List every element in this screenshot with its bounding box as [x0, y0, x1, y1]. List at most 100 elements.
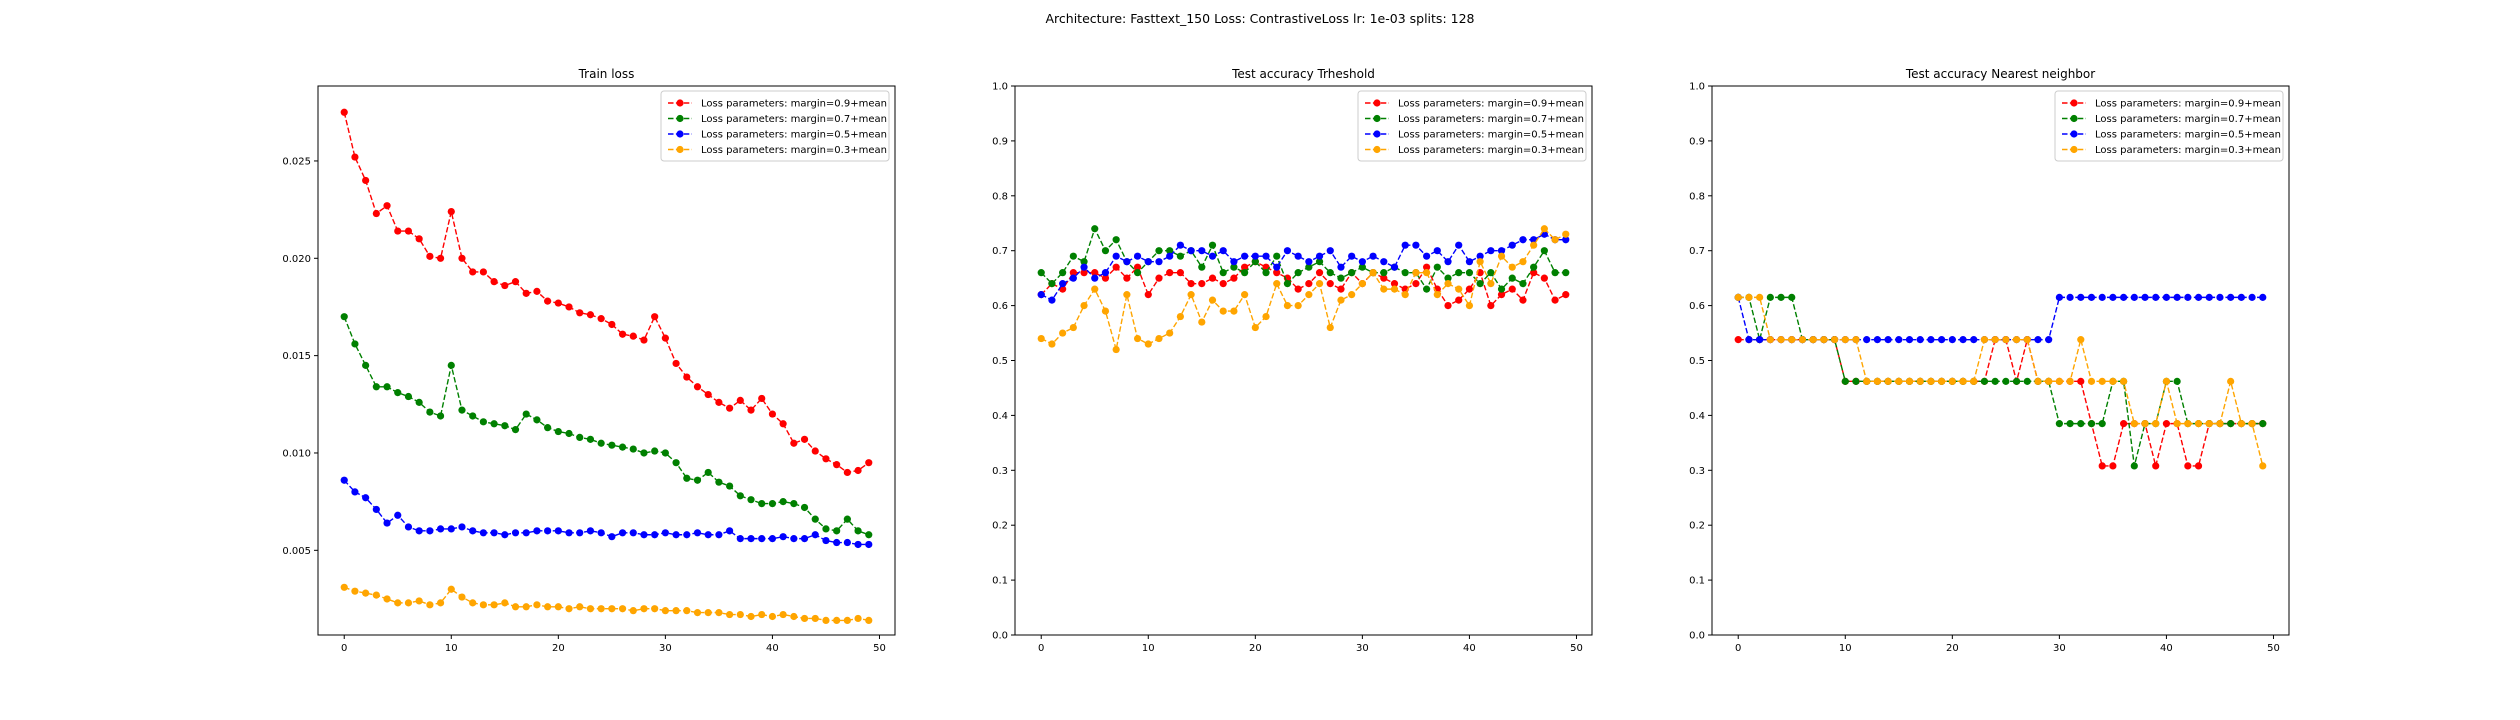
- data-point: [2045, 377, 2053, 385]
- data-point: [2023, 336, 2031, 344]
- legend-marker: [676, 130, 684, 138]
- data-point: [1101, 307, 1110, 315]
- data-point: [715, 609, 723, 617]
- data-point: [436, 412, 445, 420]
- data-point: [2162, 420, 2171, 428]
- data-point: [704, 468, 712, 477]
- data-point: [661, 607, 669, 615]
- x-tick-label: 50: [1570, 643, 1583, 654]
- data-point: [768, 535, 777, 543]
- data-point: [1251, 252, 1259, 260]
- data-point: [533, 601, 541, 609]
- data-point: [661, 334, 669, 342]
- data-point: [800, 435, 809, 443]
- data-point: [565, 429, 573, 438]
- x-tick-label: 40: [1463, 643, 1476, 654]
- data-point: [618, 330, 627, 338]
- data-point: [1133, 269, 1142, 277]
- data-point: [2227, 293, 2235, 301]
- data-point: [1208, 296, 1217, 304]
- data-point: [1080, 269, 1088, 277]
- data-point: [608, 441, 616, 449]
- data-point: [1465, 302, 1474, 310]
- data-point: [1412, 269, 1420, 277]
- data-point: [843, 468, 851, 477]
- data-point: [1155, 258, 1163, 266]
- legend-marker: [1373, 130, 1381, 138]
- data-point: [758, 394, 766, 403]
- data-point: [618, 443, 627, 451]
- data-point: [2227, 420, 2235, 428]
- data-point: [1208, 252, 1217, 260]
- data-point: [565, 605, 573, 613]
- data-point: [1519, 280, 1527, 288]
- legend-marker: [2070, 130, 2078, 138]
- data-point: [522, 529, 530, 537]
- data-point: [1305, 263, 1313, 271]
- data-point: [1380, 274, 1388, 282]
- data-point: [362, 589, 370, 597]
- data-point: [1948, 336, 1956, 344]
- data-point: [1348, 252, 1356, 260]
- data-point: [1219, 280, 1227, 288]
- data-point: [565, 529, 573, 537]
- y-tick-label: 0.9: [1689, 136, 1705, 147]
- data-point: [1187, 247, 1195, 255]
- data-point: [1562, 230, 1570, 238]
- data-point: [1208, 241, 1217, 249]
- data-point: [726, 404, 734, 412]
- data-point: [501, 599, 509, 607]
- data-point: [2120, 377, 2128, 385]
- data-point: [1423, 263, 1431, 271]
- data-point: [511, 529, 520, 537]
- data-point: [779, 498, 787, 506]
- data-point: [372, 591, 380, 599]
- data-point: [608, 605, 616, 613]
- data-point: [2077, 293, 2085, 301]
- y-tick-label: 0.5: [1689, 356, 1705, 367]
- data-point: [2141, 293, 2149, 301]
- data-point: [1091, 269, 1099, 277]
- data-point: [1412, 241, 1420, 249]
- data-point: [1080, 263, 1088, 271]
- data-point: [1101, 274, 1110, 282]
- data-point: [1841, 377, 1849, 385]
- data-point: [1091, 285, 1099, 293]
- data-point: [1756, 336, 1764, 344]
- data-point: [1487, 247, 1495, 255]
- data-point: [2120, 420, 2128, 428]
- data-point: [1069, 252, 1077, 260]
- legend-marker: [676, 145, 684, 154]
- data-point: [854, 614, 862, 623]
- data-point: [404, 599, 413, 607]
- data-point: [1166, 252, 1174, 260]
- data-point: [501, 422, 509, 430]
- data-point: [1788, 336, 1796, 344]
- data-point: [597, 315, 605, 323]
- data-point: [544, 297, 552, 305]
- data-point: [447, 361, 455, 369]
- data-point: [1895, 377, 1903, 385]
- data-point: [1112, 236, 1120, 244]
- y-tick-label: 0.8: [992, 191, 1008, 202]
- data-point: [629, 607, 637, 615]
- data-point: [1401, 241, 1409, 249]
- data-point: [1476, 252, 1484, 260]
- data-point: [351, 153, 359, 161]
- data-point: [490, 529, 498, 537]
- data-point: [1745, 336, 1753, 344]
- data-point: [1905, 377, 1914, 385]
- data-point: [490, 601, 498, 609]
- data-point: [533, 416, 541, 424]
- data-point: [1241, 269, 1249, 277]
- data-point: [1326, 323, 1334, 332]
- y-tick-label: 0.8: [1689, 191, 1705, 202]
- data-point: [1230, 307, 1238, 315]
- data-point: [554, 299, 562, 307]
- data-point: [394, 511, 402, 519]
- data-point: [2162, 377, 2171, 385]
- legend-label: Loss parameters: margin=0.3+mean: [2095, 145, 2281, 156]
- data-point: [1777, 336, 1785, 344]
- data-point: [843, 616, 851, 625]
- data-point: [2055, 377, 2063, 385]
